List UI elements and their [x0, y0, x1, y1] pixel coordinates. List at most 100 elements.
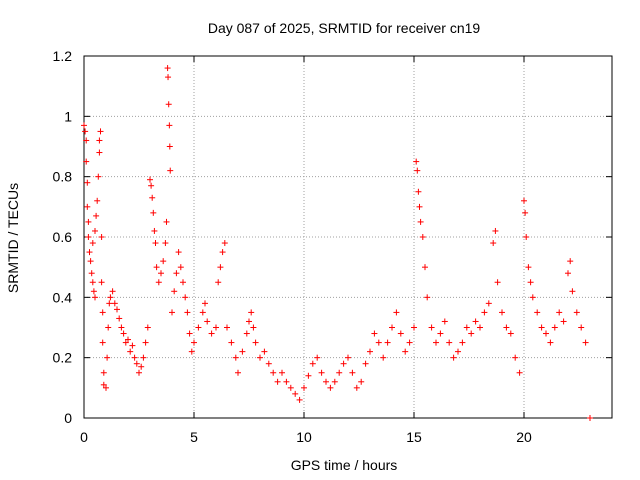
- data-point: [215, 279, 222, 286]
- data-point: [292, 390, 299, 397]
- data-point: [283, 378, 290, 385]
- data-point: [195, 324, 202, 331]
- x-tick-label: 20: [516, 429, 532, 445]
- data-point: [104, 354, 111, 361]
- x-tick-label: 0: [80, 429, 88, 445]
- data-point: [578, 324, 585, 331]
- data-point: [485, 300, 492, 307]
- data-point: [560, 318, 567, 325]
- data-point: [98, 234, 105, 240]
- data-point: [250, 324, 257, 331]
- data-point: [547, 339, 554, 346]
- data-point: [125, 336, 131, 343]
- data-point: [252, 339, 259, 346]
- data-point: [239, 348, 246, 355]
- data-point: [384, 339, 391, 346]
- axis-ticks: 0 0.2 0.4 0.6 0.8 1 1.2 0 5 10 15 20: [53, 48, 612, 445]
- data-point: [191, 339, 197, 346]
- data-point: [111, 300, 118, 307]
- data-point: [499, 309, 505, 316]
- data-point: [217, 264, 224, 271]
- data-point: [490, 240, 497, 247]
- data-point: [522, 209, 529, 216]
- data-point: [92, 294, 98, 301]
- data-point: [516, 369, 523, 376]
- data-point: [160, 258, 167, 265]
- data-point: [149, 194, 156, 201]
- data-point: [419, 234, 426, 240]
- data-point: [87, 258, 94, 265]
- data-point: [492, 227, 499, 234]
- data-point: [199, 309, 206, 316]
- data-point: [147, 176, 153, 183]
- data-point: [415, 188, 422, 195]
- data-point: [148, 182, 155, 189]
- data-point: [221, 240, 228, 247]
- data-point: [393, 309, 400, 316]
- data-point: [140, 354, 147, 361]
- data-point: [219, 249, 226, 256]
- data-point: [232, 354, 239, 361]
- data-point: [459, 339, 466, 346]
- data-point: [527, 279, 534, 286]
- data-point: [331, 378, 338, 385]
- data-point: [89, 240, 96, 247]
- data-point: [327, 384, 334, 391]
- data-point: [83, 137, 90, 144]
- data-point: [94, 197, 101, 204]
- data-point: [122, 339, 129, 346]
- data-point: [93, 212, 100, 219]
- data-point: [164, 65, 171, 72]
- data-point: [169, 309, 175, 316]
- data-point: [477, 324, 483, 331]
- data-point: [265, 360, 272, 367]
- data-point: [90, 288, 97, 295]
- data-point: [162, 240, 169, 247]
- y-tick-label: 0.6: [53, 229, 73, 245]
- data-point: [521, 197, 527, 204]
- data-point: [538, 324, 545, 331]
- data-point: [279, 369, 285, 376]
- data-point: [551, 324, 558, 331]
- data-point: [468, 330, 475, 337]
- data-point: [118, 324, 125, 331]
- data-point: [523, 234, 530, 240]
- data-point: [83, 158, 90, 165]
- data-point: [81, 122, 87, 129]
- data-point: [543, 330, 549, 337]
- data-point: [481, 309, 488, 316]
- y-tick-label: 0.2: [53, 350, 73, 366]
- data-point: [512, 354, 519, 361]
- x-tick-label: 15: [406, 429, 422, 445]
- data-point: [235, 369, 241, 376]
- data-point: [246, 318, 252, 325]
- data-point: [525, 264, 532, 271]
- data-point: [166, 143, 173, 150]
- data-point: [106, 300, 113, 307]
- data-point: [228, 339, 235, 346]
- data-point: [587, 415, 593, 421]
- data-point: [107, 294, 114, 301]
- data-point: [375, 339, 382, 346]
- data-point: [129, 342, 136, 349]
- data-point: [100, 381, 107, 388]
- data-point: [150, 209, 157, 216]
- data-point: [224, 324, 230, 331]
- data-point: [406, 339, 413, 346]
- data-point: [402, 348, 409, 355]
- data-point: [270, 369, 277, 376]
- data-point: [296, 396, 303, 403]
- data-point: [98, 279, 105, 286]
- data-point: [565, 270, 571, 277]
- data-point: [86, 249, 93, 256]
- data-point: [414, 167, 421, 174]
- data-point: [158, 270, 164, 277]
- data-point: [582, 339, 589, 346]
- data-point: [109, 288, 116, 295]
- data-point: [353, 384, 360, 391]
- x-tick-label: 10: [296, 429, 312, 445]
- data-point: [556, 309, 563, 316]
- data-point: [171, 288, 178, 295]
- data-point: [151, 227, 158, 234]
